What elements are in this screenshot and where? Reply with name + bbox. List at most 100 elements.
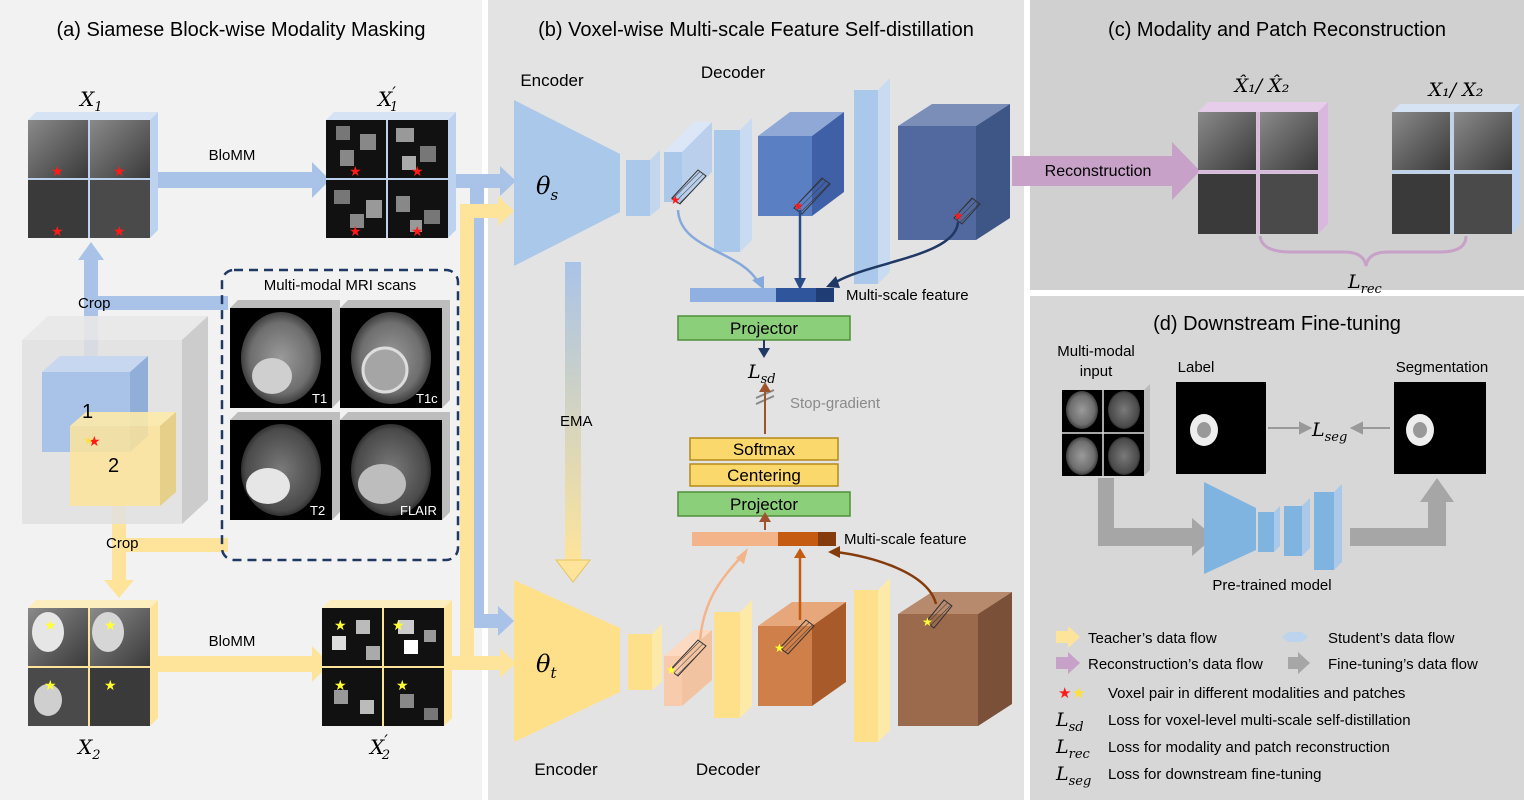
lseg-arrows — [1268, 421, 1390, 435]
legend-lrec: Lrec Loss for modality and patch reconst… — [1055, 736, 1390, 762]
teacher-flow-arrows-a — [104, 196, 516, 682]
mri-image-flair: FLAIR — [340, 412, 450, 520]
svg-text:★: ★ — [774, 641, 785, 655]
svg-text:★: ★ — [670, 193, 681, 207]
legend-student: Student’s data flow — [1282, 630, 1455, 647]
softmax-block — [689, 437, 839, 461]
encoder-bottom-label: Encoder — [534, 760, 598, 779]
theta-t-label: θt — [536, 650, 557, 682]
decoder-bottom-label: Decoder — [696, 760, 761, 779]
encoder-top-label: Encoder — [520, 71, 584, 90]
projector-bottom — [677, 491, 851, 517]
svg-text:Reconstruction’s data flow: Reconstruction’s data flow — [1088, 656, 1263, 673]
mm-input-label-1: Multi-modal — [1057, 343, 1135, 360]
x1-image-grid: ★ ★ ★ ★ — [28, 112, 158, 239]
multiscale-feature-bar-student — [690, 288, 834, 302]
svg-text:Teacher’s data flow: Teacher’s data flow — [1088, 630, 1217, 647]
legend-finetune: Fine-tuning’s data flow — [1288, 652, 1478, 674]
reconstruction-label: Reconstruction — [1045, 163, 1152, 180]
svg-text:★: ★ — [922, 615, 933, 629]
stop-gradient-label: Stop-gradient — [790, 395, 881, 412]
voxel-bars-teacher: ★ ★ ★ — [666, 599, 953, 677]
ms-feature-bottom-label: Multi-scale feature — [844, 531, 967, 548]
teacher-encoder — [514, 580, 620, 742]
lrec-label: Lrec — [1347, 271, 1383, 297]
teacher-up-arrowhead — [759, 512, 771, 522]
svg-text:★: ★ — [51, 163, 64, 179]
svg-text:★: ★ — [953, 209, 964, 223]
ema-arrowhead — [554, 559, 592, 583]
svg-text:★: ★ — [666, 663, 677, 677]
legend: Teacher’s data flow Student’s data flow … — [1055, 626, 1478, 789]
panel-d-title: (d) Downstream Fine-tuning — [1153, 313, 1401, 335]
svg-text:★: ★ — [411, 163, 424, 179]
segmentation-title: Segmentation — [1396, 359, 1489, 376]
centering-label: Centering — [727, 466, 801, 485]
svg-text:★: ★ — [793, 199, 804, 213]
mri-image-t1: T1 — [230, 300, 340, 408]
stop-gradient-arrowhead — [759, 382, 771, 392]
svg-text:Student’s data flow: Student’s data flow — [1328, 630, 1455, 647]
lseg-label: Lseg — [1311, 419, 1347, 445]
svg-text:★: ★ — [334, 677, 347, 693]
svg-text:Loss for voxel-level multi-sca: Loss for voxel-level multi-scale self-di… — [1108, 712, 1411, 729]
label-title: Label — [1178, 359, 1215, 376]
panel-a-title: (a) Siamese Block-wise Modality Masking — [56, 19, 425, 41]
ema-arrow-shaft — [565, 262, 581, 562]
svg-text:★: ★ — [51, 223, 64, 239]
multiscale-feature-bar-teacher — [692, 532, 836, 546]
yellow-star-icon: ★ — [84, 436, 93, 447]
mri-t1-label: T1 — [312, 391, 327, 406]
crop-region-1-label: 1 — [82, 401, 93, 423]
mri-t1c-label: T1c — [416, 391, 438, 406]
svg-text:Lsd: Lsd — [1055, 709, 1084, 735]
projector-arrowhead — [758, 348, 770, 358]
mri-scans-box — [220, 268, 460, 562]
svg-text:★: ★ — [411, 223, 424, 239]
student-decoder — [626, 78, 1010, 284]
voxel-bars-student: ★ ★ ★ — [670, 169, 981, 225]
legend-yellow-star-icon: ★ — [1072, 685, 1085, 702]
panel-b-title: (b) Voxel-wise Multi-scale Feature Self-… — [538, 19, 974, 41]
crop-region-2-label: 2 — [108, 455, 119, 477]
teacher-decoder — [628, 578, 1012, 742]
projector-bottom-label: Projector — [730, 495, 798, 514]
xorig-label: X₁/ X₂ — [1427, 79, 1484, 101]
svg-text:Loss for downstream fine-tunin: Loss for downstream fine-tuning — [1108, 766, 1321, 783]
svg-text:Lrec: Lrec — [1055, 736, 1091, 762]
svg-text:Loss for modality and patch re: Loss for modality and patch reconstructi… — [1108, 739, 1390, 756]
legend-recon: Reconstruction’s data flow — [1056, 652, 1263, 674]
student-feature-arrows — [676, 209, 960, 290]
original-grid — [1392, 104, 1520, 234]
svg-text:★: ★ — [392, 617, 405, 633]
x2-label: X2 — [76, 735, 101, 763]
label-image — [1176, 382, 1266, 474]
svg-text:★: ★ — [349, 163, 362, 179]
panel-c-title: (c) Modality and Patch Reconstruction — [1108, 19, 1446, 41]
blomm-top-label: BloMM — [209, 147, 256, 164]
mri-image-t1c: T1c — [340, 300, 450, 408]
student-encoder — [514, 100, 620, 266]
legend-teacher: Teacher’s data flow — [1056, 626, 1217, 648]
svg-text:Lseg: Lseg — [1055, 763, 1091, 789]
blomm-bottom-label: BloMM — [209, 633, 256, 650]
crop-top-label: Crop — [78, 295, 111, 312]
svg-text:★: ★ — [396, 677, 409, 693]
x1-masked-label: X′ 1 — [376, 83, 398, 115]
svg-text:★: ★ — [104, 617, 117, 633]
mri-t2-label: T2 — [310, 503, 325, 518]
svg-text:★: ★ — [113, 223, 126, 239]
pretrained-label: Pre-trained model — [1212, 577, 1331, 594]
svg-text:Fine-tuning’s data flow: Fine-tuning’s data flow — [1328, 656, 1478, 673]
x2-image-grid: ★ ★ ★ ★ — [28, 600, 158, 726]
crop-volume: 1 2 ★ ★ — [22, 316, 208, 524]
mri-image-t2: T2 — [230, 412, 340, 520]
teacher-feature-arrows — [698, 546, 938, 641]
svg-text:Voxel pair in different modali: Voxel pair in different modalities and p… — [1108, 685, 1405, 702]
x1-masked-grid: ★ ★ ★ ★ — [326, 112, 456, 239]
x2-masked-label: X′ 2 — [368, 731, 390, 763]
mri-flair-label: FLAIR — [400, 503, 437, 518]
projector-top-label: Projector — [730, 319, 798, 338]
legend-red-star-icon: ★ — [1058, 685, 1071, 702]
